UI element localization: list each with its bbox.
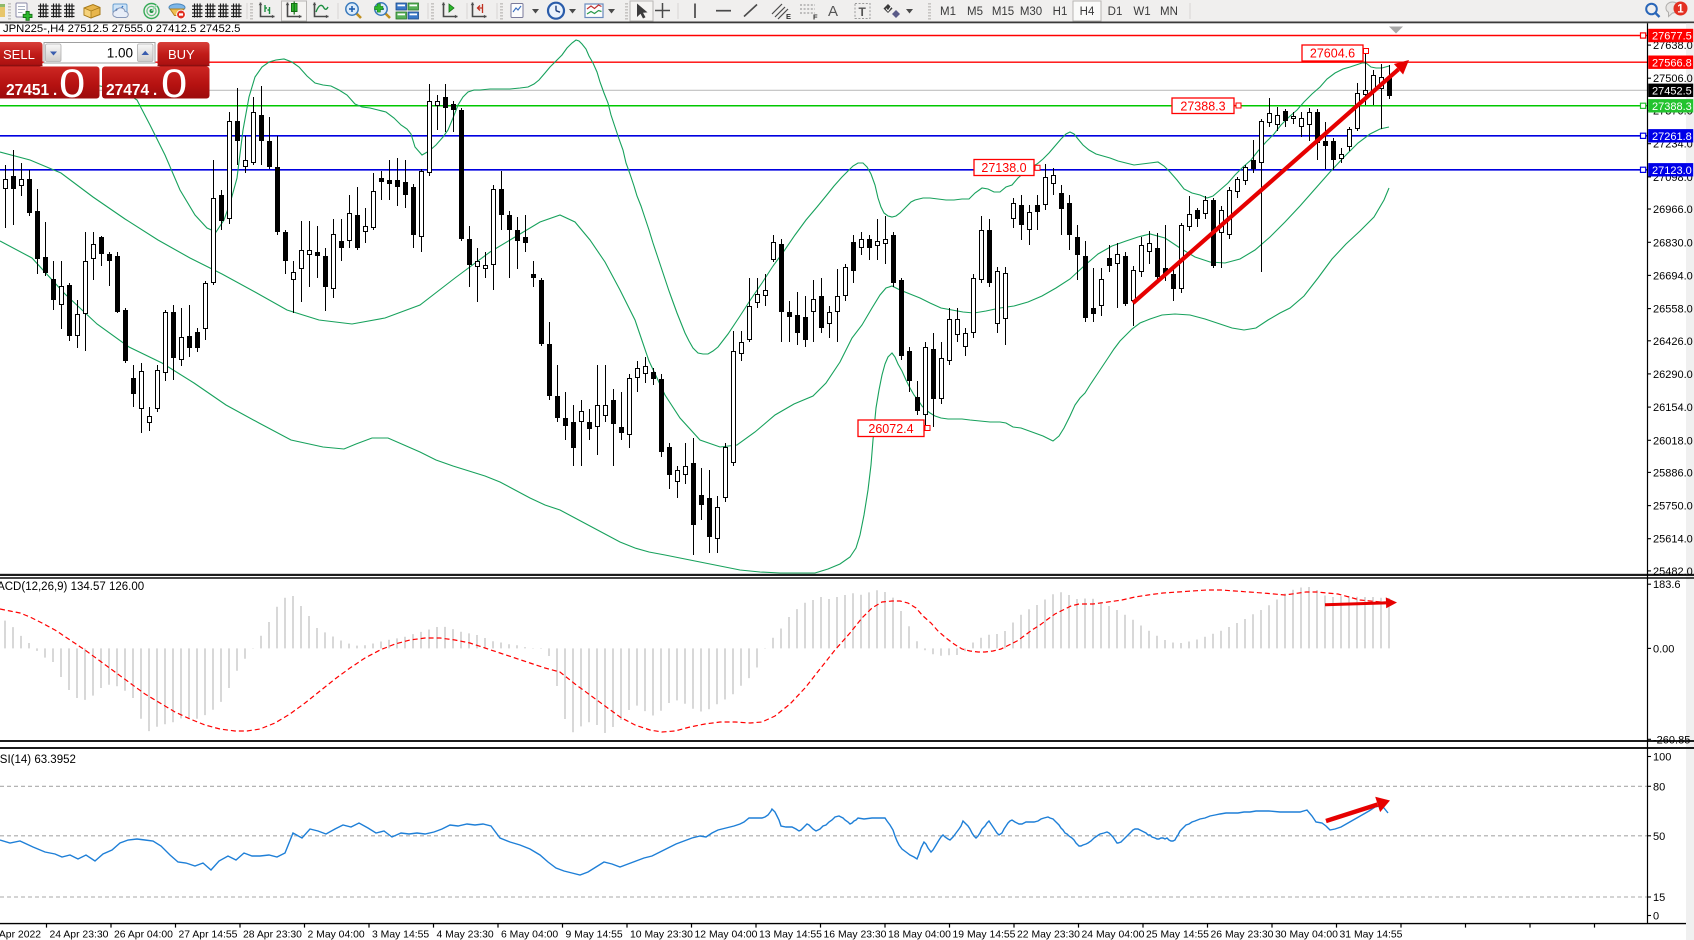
svg-text:22 May 23:30: 22 May 23:30 — [1017, 930, 1080, 940]
svg-text:26694.0: 26694.0 — [1653, 270, 1693, 282]
svg-text:15: 15 — [1653, 892, 1665, 904]
svg-text:0.00: 0.00 — [1653, 643, 1674, 655]
svg-text:19 May 14:55: 19 May 14:55 — [953, 930, 1016, 940]
svg-text:25886.0: 25886.0 — [1653, 467, 1693, 479]
svg-text:80: 80 — [1653, 781, 1665, 793]
svg-text:0: 0 — [59, 61, 85, 106]
svg-text:31 May 14:55: 31 May 14:55 — [1340, 930, 1403, 940]
svg-text:27451: 27451 — [6, 82, 49, 99]
svg-text:26018.0: 26018.0 — [1653, 435, 1693, 447]
svg-text:9 May 14:55: 9 May 14:55 — [566, 930, 623, 940]
svg-text:25482.0: 25482.0 — [1653, 566, 1693, 578]
svg-text:27566.8: 27566.8 — [1652, 57, 1692, 69]
svg-text:RSI(14) 63.3952: RSI(14) 63.3952 — [0, 754, 76, 766]
svg-text:50: 50 — [1653, 831, 1665, 843]
svg-text:26426.0: 26426.0 — [1653, 336, 1693, 348]
svg-text:27388.3: 27388.3 — [1180, 99, 1225, 113]
svg-text:M30: M30 — [1020, 6, 1042, 18]
svg-text:28 Apr 23:30: 28 Apr 23:30 — [243, 930, 302, 940]
svg-text:27261.8: 27261.8 — [1652, 131, 1692, 143]
svg-text:27638.0: 27638.0 — [1653, 40, 1693, 52]
svg-text:24 May 04:00: 24 May 04:00 — [1082, 930, 1145, 940]
svg-text:1.00: 1.00 — [107, 46, 133, 61]
svg-text:M5: M5 — [967, 6, 983, 18]
svg-text:MN: MN — [1160, 6, 1178, 18]
svg-text:M1: M1 — [940, 6, 956, 18]
svg-text:.: . — [153, 82, 157, 99]
svg-text:25 May 14:55: 25 May 14:55 — [1146, 930, 1209, 940]
svg-text:T: T — [859, 5, 867, 19]
svg-text:26966.0: 26966.0 — [1653, 204, 1693, 216]
svg-text:26830.0: 26830.0 — [1653, 237, 1693, 249]
svg-text:SELL: SELL — [3, 47, 35, 62]
svg-text:MACD(12,26,9) 134.57 126.00: MACD(12,26,9) 134.57 126.00 — [0, 581, 144, 593]
svg-text:M15: M15 — [992, 6, 1014, 18]
svg-text:13 May 14:55: 13 May 14:55 — [759, 930, 822, 940]
svg-text:0: 0 — [161, 61, 187, 106]
svg-text:26072.4: 26072.4 — [868, 422, 913, 436]
svg-text:25750.0: 25750.0 — [1653, 501, 1693, 513]
svg-text:6 May 04:00: 6 May 04:00 — [501, 930, 558, 940]
svg-text:D1: D1 — [1108, 6, 1123, 18]
svg-text:26 May 23:30: 26 May 23:30 — [1211, 930, 1274, 940]
svg-text:27 Apr 14:55: 27 Apr 14:55 — [179, 930, 238, 940]
svg-text:27677.5: 27677.5 — [1652, 31, 1692, 43]
svg-text:183.6: 183.6 — [1653, 579, 1681, 591]
svg-text:4 May 23:30: 4 May 23:30 — [437, 930, 494, 940]
svg-text:E: E — [786, 12, 791, 21]
svg-text:-260.85: -260.85 — [1653, 734, 1690, 746]
svg-text:JPN225-,H4 27512.5 27555.0 27: JPN225-,H4 27512.5 27555.0 27412.5 27452… — [3, 23, 240, 35]
svg-text:F: F — [813, 13, 818, 22]
svg-text:18 May 04:00: 18 May 04:00 — [888, 930, 951, 940]
svg-text:27474: 27474 — [106, 82, 149, 99]
svg-text:27604.6: 27604.6 — [1310, 47, 1355, 61]
svg-text:10 May 23:30: 10 May 23:30 — [630, 930, 693, 940]
svg-text:3 May 14:55: 3 May 14:55 — [372, 930, 429, 940]
svg-text:16 May 23:30: 16 May 23:30 — [824, 930, 887, 940]
svg-text:27138.0: 27138.0 — [981, 161, 1026, 175]
svg-text:2 May 04:00: 2 May 04:00 — [308, 930, 365, 940]
svg-text:27506.0: 27506.0 — [1653, 73, 1693, 85]
svg-text:H1: H1 — [1053, 6, 1068, 18]
svg-text:30 May 04:00: 30 May 04:00 — [1275, 930, 1338, 940]
svg-text:27123.0: 27123.0 — [1652, 165, 1692, 177]
svg-text:.: . — [53, 82, 57, 99]
svg-text:0: 0 — [1653, 911, 1659, 923]
svg-text:25614.0: 25614.0 — [1653, 534, 1693, 546]
svg-text:1: 1 — [1677, 4, 1684, 16]
svg-text:12 May 04:00: 12 May 04:00 — [695, 930, 758, 940]
svg-text:27452.5: 27452.5 — [1652, 86, 1692, 98]
svg-text:27388.3: 27388.3 — [1652, 101, 1692, 113]
svg-text:W1: W1 — [1133, 6, 1150, 18]
svg-text:26154.0: 26154.0 — [1653, 402, 1693, 414]
svg-text:100: 100 — [1653, 752, 1671, 764]
svg-text:A: A — [828, 3, 838, 20]
svg-text:22 Apr 2022: 22 Apr 2022 — [0, 930, 41, 940]
svg-text:26 Apr 04:00: 26 Apr 04:00 — [114, 930, 173, 940]
svg-text:24 Apr 23:30: 24 Apr 23:30 — [50, 930, 109, 940]
svg-text:26558.0: 26558.0 — [1653, 304, 1693, 316]
svg-text:26290.0: 26290.0 — [1653, 369, 1693, 381]
svg-text:H4: H4 — [1080, 6, 1095, 18]
svg-text:BUY: BUY — [168, 47, 195, 62]
